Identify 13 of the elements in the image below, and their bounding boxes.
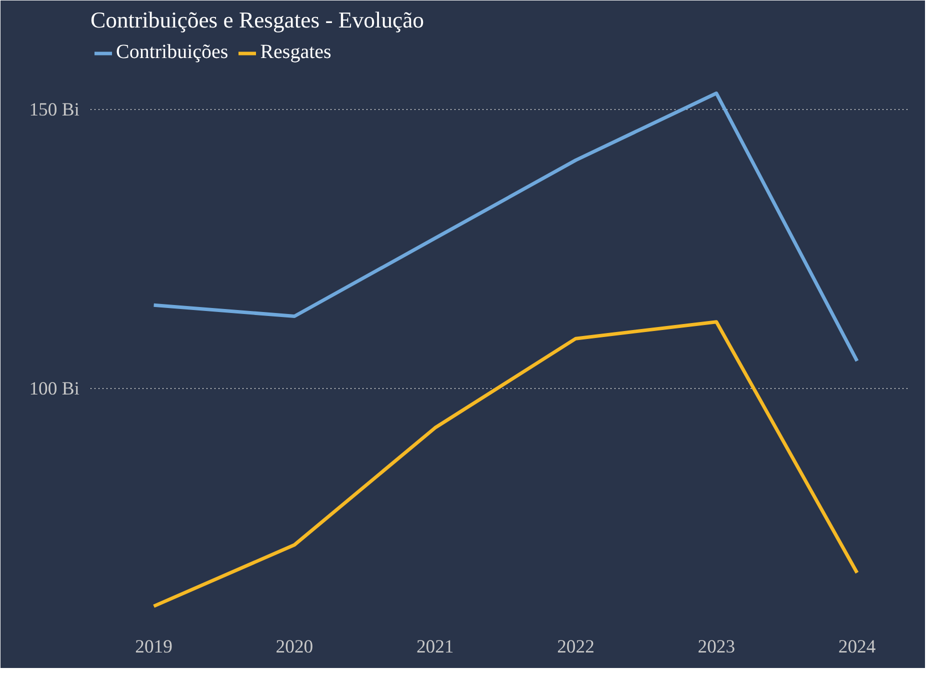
line-series — [152, 92, 859, 363]
y-tick-label: 150 Bi — [29, 99, 80, 120]
x-tick-label: 2024 — [838, 636, 876, 658]
legend-label: Resgates — [260, 41, 332, 64]
y-tick-label: 100 Bi — [29, 378, 80, 400]
x-tick-label: 2022 — [557, 636, 594, 658]
legend-label: Contribuições — [116, 41, 228, 64]
x-tick-label: 2019 — [135, 636, 172, 658]
x-tick-label: 2023 — [698, 636, 736, 658]
x-tick-label: 2020 — [276, 636, 314, 658]
line-series — [152, 320, 859, 608]
chart-title: Contribuições e Resgates - Evolução — [90, 8, 424, 32]
x-tick-label: 2021 — [416, 636, 454, 658]
